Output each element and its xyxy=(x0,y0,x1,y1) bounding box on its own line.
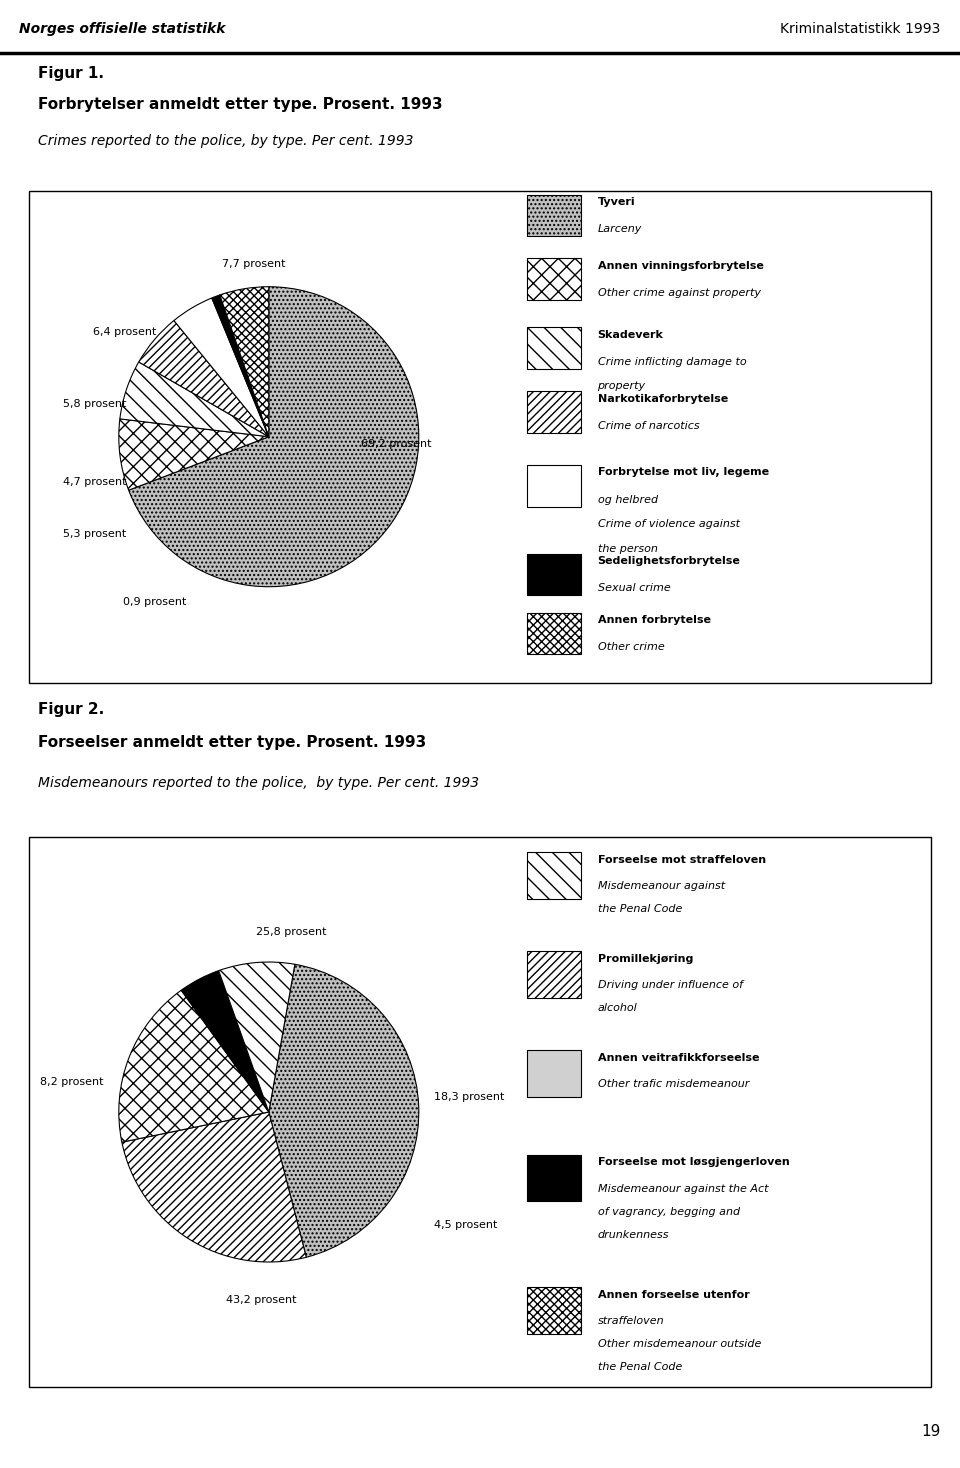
Wedge shape xyxy=(139,320,269,436)
Text: Other misdemeanour outside: Other misdemeanour outside xyxy=(597,1339,761,1349)
Bar xyxy=(527,851,581,898)
Wedge shape xyxy=(120,363,269,436)
Wedge shape xyxy=(220,286,269,436)
Text: the Penal Code: the Penal Code xyxy=(597,904,682,915)
Text: the Penal Code: the Penal Code xyxy=(597,1362,682,1373)
Text: straffeloven: straffeloven xyxy=(597,1315,664,1326)
Text: 6,4 prosent: 6,4 prosent xyxy=(93,327,156,336)
Wedge shape xyxy=(119,991,269,1142)
Text: Misdemeanours reported to the police,  by type. Per cent. 1993: Misdemeanours reported to the police, by… xyxy=(38,777,480,790)
Text: 18,3 prosent: 18,3 prosent xyxy=(434,1092,504,1102)
Bar xyxy=(527,612,581,655)
Bar xyxy=(527,1287,581,1333)
Text: 19: 19 xyxy=(922,1424,941,1439)
Text: Driving under influence of: Driving under influence of xyxy=(597,981,742,989)
Wedge shape xyxy=(212,295,269,436)
Wedge shape xyxy=(181,970,269,1113)
Text: Crime of violence against: Crime of violence against xyxy=(597,520,739,528)
Text: Other crime: Other crime xyxy=(597,642,664,652)
Text: 7,7 prosent: 7,7 prosent xyxy=(222,260,285,269)
Text: Annen vinningsforbrytelse: Annen vinningsforbrytelse xyxy=(597,261,763,272)
Wedge shape xyxy=(174,298,269,436)
Text: Promillekjøring: Promillekjøring xyxy=(597,954,693,963)
Text: Forbrytelse mot liv, legeme: Forbrytelse mot liv, legeme xyxy=(597,467,769,477)
Text: Forseelse mot løsgjengerloven: Forseelse mot løsgjengerloven xyxy=(597,1157,789,1167)
Bar xyxy=(527,258,581,301)
Text: Crime of narcotics: Crime of narcotics xyxy=(597,421,699,430)
Wedge shape xyxy=(129,286,419,587)
Text: Misdemeanour against the Act: Misdemeanour against the Act xyxy=(597,1183,768,1193)
Wedge shape xyxy=(269,964,419,1257)
Text: Crime inflicting damage to: Crime inflicting damage to xyxy=(597,357,746,367)
Text: Skadeverk: Skadeverk xyxy=(597,330,663,339)
Text: Misdemeanour against: Misdemeanour against xyxy=(597,881,725,891)
Text: Figur 1.: Figur 1. xyxy=(38,66,105,81)
Bar xyxy=(527,951,581,998)
Text: 5,3 prosent: 5,3 prosent xyxy=(63,530,127,539)
Text: 4,5 prosent: 4,5 prosent xyxy=(434,1220,497,1230)
Bar xyxy=(527,195,581,236)
Wedge shape xyxy=(122,1113,306,1262)
Text: Larceny: Larceny xyxy=(597,225,642,233)
Text: of vagrancy, begging and: of vagrancy, begging and xyxy=(597,1207,739,1217)
Text: alcohol: alcohol xyxy=(597,1003,637,1013)
Text: Tyveri: Tyveri xyxy=(597,197,636,207)
Bar xyxy=(527,1050,581,1097)
Text: property: property xyxy=(597,382,646,392)
Text: og helbred: og helbred xyxy=(597,495,658,505)
Text: Annen veitrafikkforseelse: Annen veitrafikkforseelse xyxy=(597,1053,759,1063)
Text: Other trafic misdemeanour: Other trafic misdemeanour xyxy=(597,1079,749,1089)
Bar xyxy=(527,553,581,596)
Text: Sexual crime: Sexual crime xyxy=(597,583,670,593)
Text: Annen forseelse utenfor: Annen forseelse utenfor xyxy=(597,1289,749,1299)
Text: Annen forbrytelse: Annen forbrytelse xyxy=(597,615,710,625)
Text: 25,8 prosent: 25,8 prosent xyxy=(256,926,326,937)
Text: Narkotikaforbrytelse: Narkotikaforbrytelse xyxy=(597,393,728,404)
Text: Sedelighetsforbrytelse: Sedelighetsforbrytelse xyxy=(597,556,740,567)
Bar xyxy=(527,392,581,433)
Wedge shape xyxy=(119,418,269,490)
Text: Crimes reported to the police, by type. Per cent. 1993: Crimes reported to the police, by type. … xyxy=(38,135,414,148)
Text: Norges offisielle statistikk: Norges offisielle statistikk xyxy=(19,22,226,35)
Wedge shape xyxy=(219,962,295,1113)
Text: 4,7 prosent: 4,7 prosent xyxy=(62,477,127,487)
Text: Forseelse mot straffeloven: Forseelse mot straffeloven xyxy=(597,854,766,865)
Text: the person: the person xyxy=(597,543,658,553)
Text: 5,8 prosent: 5,8 prosent xyxy=(63,399,127,408)
Bar xyxy=(527,1155,581,1201)
Text: Other crime against property: Other crime against property xyxy=(597,288,760,298)
Text: 69,2 prosent: 69,2 prosent xyxy=(361,439,432,449)
Text: 43,2 prosent: 43,2 prosent xyxy=(226,1295,297,1305)
Text: Figur 2.: Figur 2. xyxy=(38,702,105,716)
Text: drunkenness: drunkenness xyxy=(597,1230,669,1240)
Text: 8,2 prosent: 8,2 prosent xyxy=(40,1078,104,1086)
Text: 0,9 prosent: 0,9 prosent xyxy=(123,596,186,606)
Text: Forbrytelser anmeldt etter type. Prosent. 1993: Forbrytelser anmeldt etter type. Prosent… xyxy=(38,97,443,112)
Text: Kriminalstatistikk 1993: Kriminalstatistikk 1993 xyxy=(780,22,941,35)
Bar xyxy=(527,327,581,368)
Text: Forseelser anmeldt etter type. Prosent. 1993: Forseelser anmeldt etter type. Prosent. … xyxy=(38,735,426,750)
Bar xyxy=(527,465,581,506)
